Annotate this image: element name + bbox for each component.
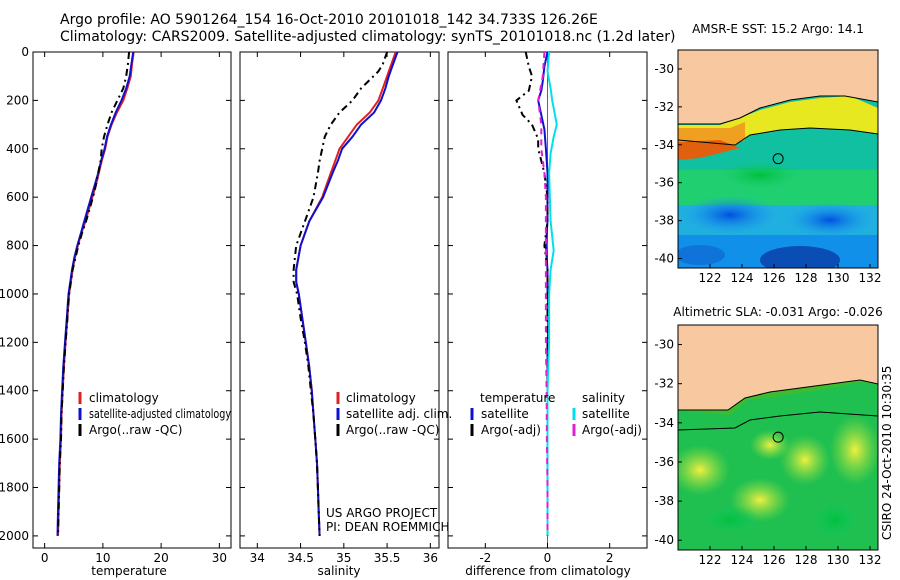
y-tick-label: 400 [6,142,29,156]
x-tick-label: 34 [250,551,265,565]
legend-label-salinity-argo: Argo(-adj) [582,423,642,437]
sla-map-title: Altimetric SLA: -0.031 Argo: -0.026 [673,305,882,319]
legend-label-climatology: climatology [89,391,159,405]
series-line [56,51,135,536]
map-x-tick-label: 132 [859,271,882,285]
map-x-tick-label: 122 [699,271,722,285]
sst-map-frame [677,49,879,269]
y-tick-label: 2000 [0,529,29,543]
sst-argo-position-marker [772,153,784,165]
map-x-tick-label: 128 [795,271,818,285]
x-tick-label: 0 [41,551,49,565]
series-line [295,51,399,536]
legend-label-argo: Argo(..raw -QC) [346,423,439,437]
project-annotation: US ARGO PROJECT [326,506,438,520]
legend-title-salinity: salinity [582,391,625,405]
x-tick-label: 35 [336,551,351,565]
map-x-tick-label: 126 [763,553,786,567]
sst-map-title: AMSR-E SST: 15.2 Argo: 14.1 [692,22,864,36]
y-tick-label: 1400 [0,384,29,398]
series-line [537,51,549,536]
x-tick-label: 2 [606,551,614,565]
map-x-tick-label: 130 [827,271,850,285]
map-x-tick-label: 122 [699,553,722,567]
map-y-tick-label: -34 [654,416,674,430]
temperature-axes: 0 10 20 30 0 200 400 600 800 1000 1200 1400 1600 1800… [0,45,231,565]
x-tick-label: 0 [544,551,552,565]
sst-map-field [678,50,878,268]
x-tick-label: 34.5 [287,551,314,565]
map-y-tick-label: -32 [654,377,674,391]
y-tick-label: 1200 [0,335,29,349]
salinity-series [292,51,399,536]
map-x-tick-label: 130 [827,553,850,567]
difference-legend: temperature satellite Argo(-adj) salinit… [470,391,642,437]
map-y-tick-label: -30 [654,338,674,352]
x-tick-label: 30 [212,551,227,565]
map-y-tick-label: -36 [654,455,674,469]
map-y-tick-label: -40 [654,533,674,547]
difference-xlabel: difference from climatology [465,564,631,578]
salinity-axes: 34 34.5 35 35.5 36 [240,51,439,565]
temperature-legend: climatology satellite-adjusted climatolo… [78,391,231,437]
map-y-tick-label: -36 [654,176,674,190]
figure-title-line-2: Climatology: CARS2009. Satellite-adjuste… [60,29,676,45]
sst-map-axes: 122 124 126 128 130 132 -30 -32 -34 -36 -38 -40 [654,62,881,285]
legend-label-salinity-satellite: satellite [582,407,630,421]
temperature-xlabel: temperature [91,564,166,578]
series-line [295,51,397,536]
legend-title-temperature: temperature [480,391,555,405]
legend-label-temperature-argo: Argo(-adj) [481,423,541,437]
series-line [546,51,558,536]
y-tick-label: 800 [6,239,29,253]
y-tick-label: 1000 [0,287,29,301]
temperature-panel-frame [32,51,232,549]
legend-label-satellite: satellite adj. clim. [346,407,452,421]
map-y-tick-label: -40 [654,252,674,266]
salinity-xlabel: salinity [317,564,360,578]
map-x-tick-label: 124 [731,553,754,567]
legend-label-satellite: satellite-adjusted climatology [89,407,231,421]
legend-label-temperature-satellite: satellite [481,407,529,421]
y-tick-label: 1800 [0,481,29,495]
series-line [515,51,549,536]
legend-label-argo: Argo(..raw -QC) [89,423,182,437]
sla-map-axes: 122 124 126 128 130 132 -30 -32 -34 -36 -38 -40 [654,338,881,567]
map-x-tick-label: 128 [795,553,818,567]
x-tick-label: 35.5 [374,551,401,565]
figure-title-line-1: Argo profile: AO 5901264_154 16-Oct-2010… [60,12,598,28]
map-y-tick-label: -32 [654,100,674,114]
pi-annotation: PI: DEAN ROEMMICH [326,520,449,534]
sla-map-frame [677,324,879,551]
y-tick-label: 1600 [0,432,29,446]
map-y-tick-label: -34 [654,138,674,152]
csiro-timestamp: CSIRO 24-Oct-2010 10:30:35 [880,366,894,540]
map-y-tick-label: -38 [654,214,674,228]
salinity-panel-frame [239,51,440,549]
difference-series [515,51,558,536]
series-line [57,51,131,536]
sla-map-field [678,325,878,550]
map-y-tick-label: -30 [654,62,674,76]
y-tick-label: 200 [6,93,29,107]
x-tick-label: 10 [95,551,110,565]
map-x-tick-label: 124 [731,271,754,285]
sla-argo-position-marker [772,431,784,443]
map-x-tick-label: 132 [859,553,882,567]
y-tick-label: 0 [21,45,29,59]
y-tick-label: 600 [6,190,29,204]
temperature-series [56,51,135,536]
x-tick-label: 20 [153,551,168,565]
x-tick-label: -2 [479,551,491,565]
salinity-legend: climatology satellite adj. clim. Argo(..… [336,391,452,437]
x-tick-label: 36 [423,551,438,565]
series-line [292,51,389,536]
map-y-tick-label: -38 [654,494,674,508]
legend-label-climatology: climatology [346,391,416,405]
map-x-tick-label: 126 [763,271,786,285]
